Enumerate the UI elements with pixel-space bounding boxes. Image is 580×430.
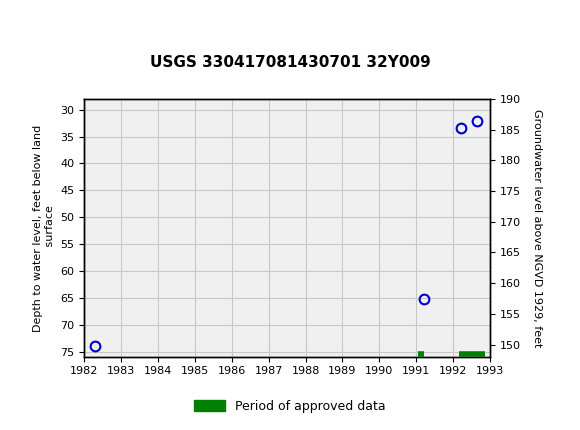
Text: USGS 330417081430701 32Y009: USGS 330417081430701 32Y009	[150, 55, 430, 70]
Y-axis label: Depth to water level, feet below land
 surface: Depth to water level, feet below land su…	[33, 124, 55, 332]
Y-axis label: Groundwater level above NGVD 1929, feet: Groundwater level above NGVD 1929, feet	[532, 109, 542, 347]
Text: ≋USGS: ≋USGS	[3, 12, 85, 33]
Legend: Period of approved data: Period of approved data	[189, 395, 391, 418]
